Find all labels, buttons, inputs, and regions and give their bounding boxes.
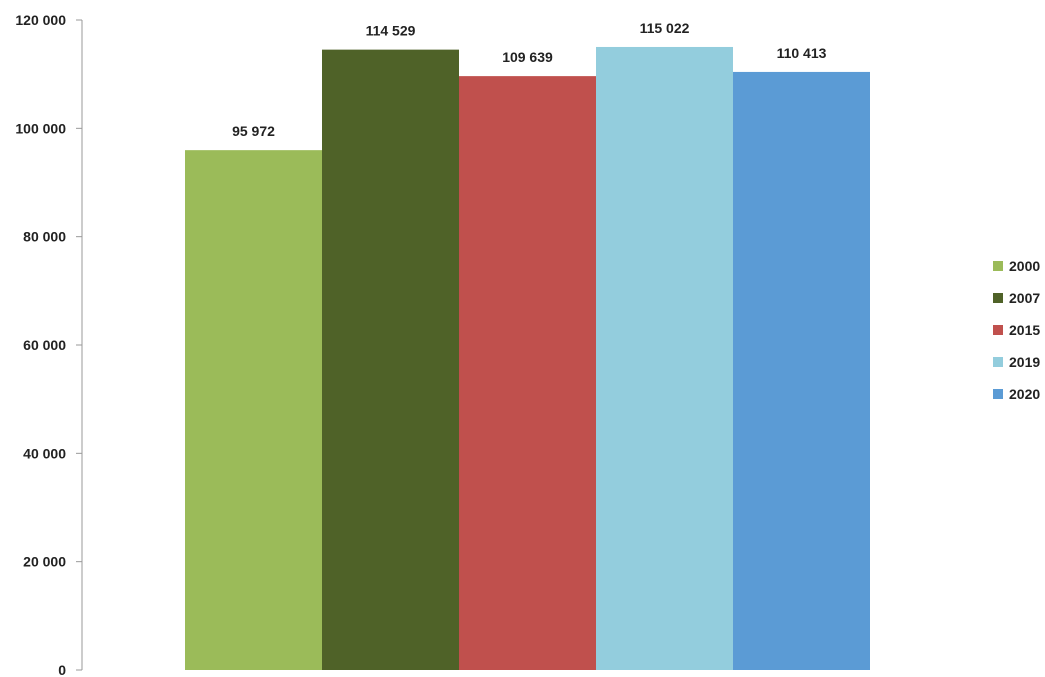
y-tick-label: 100 000 [15,120,66,136]
legend-swatch-2007 [993,293,1003,303]
data-label-2020: 110 413 [777,45,827,61]
bar-2015 [459,76,596,671]
legend-label-2020: 2020 [1009,386,1040,402]
legend-swatch-2020 [993,389,1003,399]
bar-2019 [596,46,733,670]
y-tick-label: 0 [58,662,66,677]
legend-label-2015: 2015 [1009,322,1040,338]
legend: 2000 2007 2015 2019 2020 [993,258,1040,402]
data-label-2007: 114 529 [366,23,416,39]
legend-swatch-2015 [993,325,1003,335]
y-tick-label: 20 000 [23,554,66,570]
bar-2000 [185,150,322,670]
legend-swatch-2019 [993,357,1003,367]
y-tick-label: 60 000 [23,337,66,353]
bars-group [185,46,870,671]
y-tick-label: 40 000 [23,445,66,461]
data-label-2019: 115 022 [640,20,690,36]
data-labels-group: 95 972 114 529 109 639 115 022 110 413 [232,20,827,139]
legend-swatch-2000 [993,261,1003,271]
legend-label-2000: 2000 [1009,258,1040,274]
y-tick-label: 80 000 [23,229,66,245]
data-label-2000: 95 972 [232,123,275,139]
y-axis-ticks: 0 20 000 40 000 60 000 80 000 100 000 120 000 [15,12,82,677]
legend-label-2019: 2019 [1009,354,1040,370]
y-tick-label: 120 000 [15,12,66,28]
bar-2020 [733,71,870,671]
bar-2007 [322,49,459,670]
data-label-2015: 109 639 [502,49,553,65]
legend-label-2007: 2007 [1009,290,1040,306]
